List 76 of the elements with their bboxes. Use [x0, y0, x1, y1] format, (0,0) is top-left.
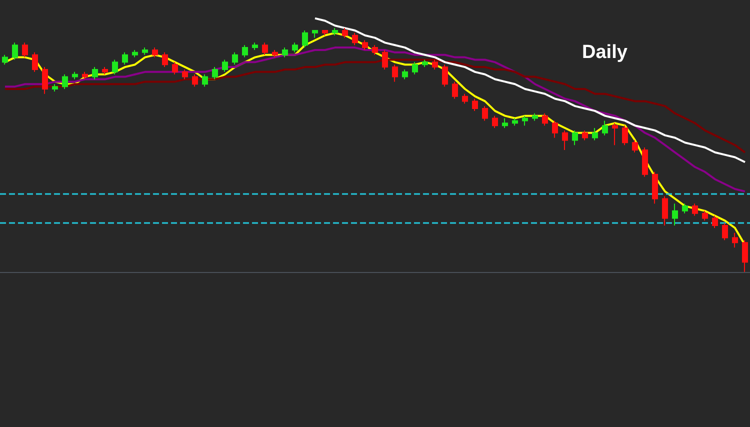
candlestick [462, 93, 468, 104]
candlestick [232, 52, 238, 66]
candlestick [522, 115, 528, 126]
candlestick [472, 98, 478, 112]
candlestick [362, 40, 368, 50]
candlestick [42, 66, 48, 94]
candlestick [722, 222, 728, 241]
candlestick [512, 118, 518, 126]
candlestick [372, 44, 378, 56]
candlestick [342, 28, 348, 38]
candlestick [492, 115, 498, 129]
candlestick [82, 71, 88, 80]
candlestick [2, 54, 8, 66]
candlestick [452, 81, 458, 100]
text: Daily [582, 42, 628, 63]
candlestick [22, 42, 28, 58]
candlestick [632, 140, 638, 153]
candlestick [382, 49, 388, 70]
candlestick [292, 42, 298, 53]
candlestick [702, 210, 708, 222]
candlestick [152, 47, 158, 58]
candlestick [482, 106, 488, 122]
candlestick [272, 49, 278, 58]
candlestick [712, 215, 718, 228]
candlestick [422, 59, 428, 68]
candlestick [182, 68, 188, 80]
candlestick [682, 203, 688, 214]
candlestick [62, 74, 68, 90]
candlestick [312, 30, 318, 38]
candlestick [442, 64, 448, 88]
candlestick [332, 28, 338, 36]
candlestick [692, 203, 698, 216]
candlestick [412, 62, 418, 75]
candlestick [162, 52, 168, 68]
candlestick [212, 66, 218, 80]
candlestick [552, 120, 558, 138]
candlestick [642, 147, 648, 178]
candlestick [672, 203, 678, 226]
candlestick [652, 171, 658, 204]
candlestick [12, 42, 18, 60]
candlestick [252, 42, 258, 50]
candlestick [322, 30, 328, 36]
candlestick [52, 84, 58, 92]
candlestick [142, 47, 148, 56]
candlestick [432, 59, 438, 70]
candlestick [202, 74, 208, 88]
candlestick [582, 130, 588, 141]
candlestick [562, 130, 568, 150]
candlestick [262, 42, 268, 56]
candlestick [572, 130, 578, 146]
candlestick [392, 64, 398, 82]
candlestick [602, 120, 608, 136]
candlestick [192, 74, 198, 88]
candlestick [402, 68, 408, 80]
candlestick [72, 71, 78, 80]
candlestick [662, 196, 668, 226]
candlestick [302, 30, 308, 48]
candlestick [542, 112, 548, 126]
candlestick [532, 112, 538, 122]
candlestick [222, 59, 228, 72]
candlestick [502, 118, 508, 129]
candlestick [612, 122, 618, 146]
candlestick [352, 32, 358, 46]
candlestick [172, 62, 178, 75]
candlestick [742, 240, 748, 272]
candlestick [92, 66, 98, 80]
candlestick [622, 125, 628, 146]
candlestick [592, 128, 598, 141]
candlestick [102, 66, 108, 75]
candlestick [132, 49, 138, 58]
candlestick [282, 47, 288, 58]
candlestick [732, 232, 738, 248]
candlestick [32, 52, 38, 72]
candlestick [242, 44, 248, 58]
candlestick [122, 52, 128, 66]
candlestick [112, 59, 118, 75]
